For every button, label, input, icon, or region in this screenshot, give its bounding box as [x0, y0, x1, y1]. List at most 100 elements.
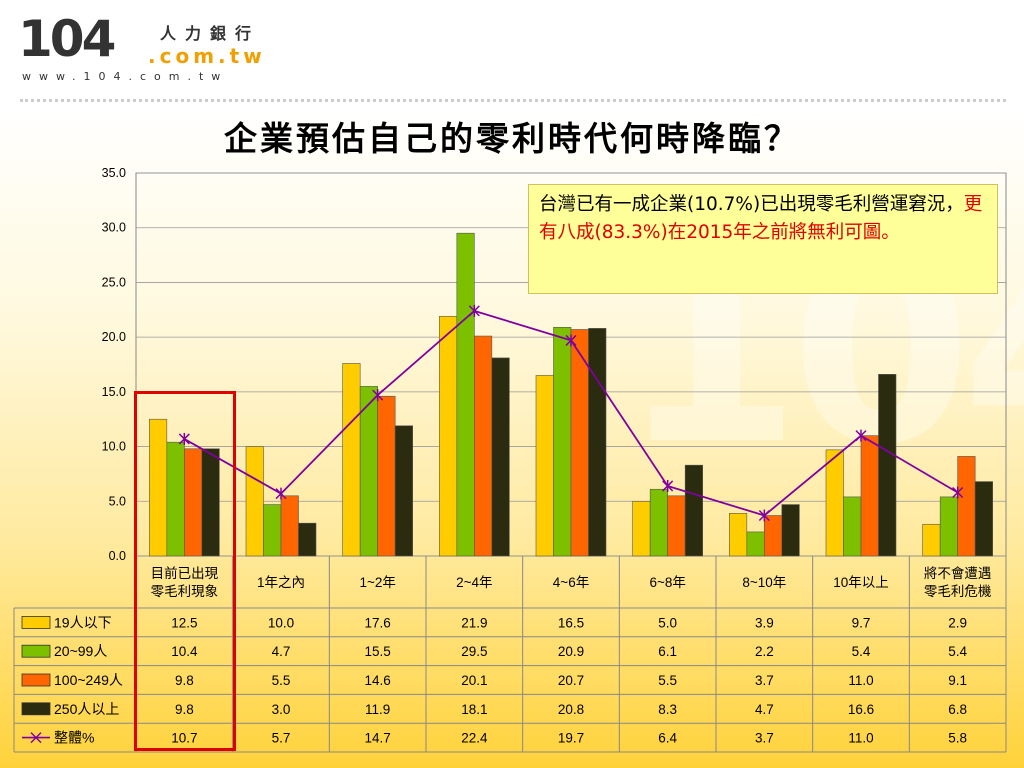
bar	[667, 495, 686, 557]
bar	[553, 326, 572, 557]
table-cell: 19.7	[558, 731, 584, 746]
table-cell: 29.5	[461, 644, 487, 659]
table-cell: 9.7	[852, 615, 871, 630]
table-cell: 4.7	[755, 702, 774, 717]
bar	[456, 232, 475, 557]
bar	[491, 357, 510, 557]
category-label: 1年之內	[257, 575, 305, 590]
table-cell: 20.1	[461, 673, 487, 688]
bar	[377, 395, 396, 557]
y-tick-label: 10.0	[102, 440, 126, 454]
bar	[825, 449, 844, 557]
legend-key	[21, 702, 51, 716]
table-cell: 16.6	[848, 702, 874, 717]
table-cell: 9.8	[175, 673, 194, 688]
bar	[359, 386, 378, 557]
legend-key	[21, 673, 51, 687]
bar	[649, 488, 668, 557]
page-title: 企業預估自己的零利時代何時降臨？	[224, 119, 800, 158]
category-label: 1~2年	[359, 575, 395, 590]
highlight-box	[134, 391, 236, 751]
callout-highlight: 更有八成(83.3%)在2015年之前將無利可圖。	[539, 194, 983, 243]
category-label: 8~10年	[742, 575, 786, 590]
line-point	[372, 389, 384, 402]
table-cell: 8.3	[658, 702, 677, 717]
legend-key	[30, 732, 42, 744]
line-point	[178, 432, 190, 445]
table-cell: 6.4	[658, 731, 677, 746]
table-cell: 3.9	[755, 615, 774, 630]
legend-label: 19人以下	[54, 614, 112, 630]
legend-label: 20~99人	[54, 643, 107, 659]
y-tick-label: 0.0	[109, 549, 126, 563]
bar	[535, 375, 554, 557]
bar	[439, 316, 458, 557]
y-tick-label: 25.0	[102, 275, 126, 289]
logo-url: www.104.com.tw	[22, 70, 229, 83]
table-cell: 20.9	[558, 644, 584, 659]
table-cell: 20.7	[558, 673, 584, 688]
legend-key	[21, 616, 51, 629]
logo-chinese: 人力銀行	[160, 24, 261, 43]
table-cell: 11.0	[848, 673, 873, 688]
legend-key	[21, 644, 51, 658]
bar	[878, 374, 897, 557]
table-cell: 2.9	[948, 615, 967, 630]
category-label: 2~4年	[456, 575, 492, 590]
line-point	[468, 304, 480, 317]
bar	[974, 481, 993, 557]
table-cell: 5.4	[852, 644, 871, 659]
table-cell: 20.8	[558, 702, 584, 717]
table-cell: 11.9	[365, 702, 390, 717]
table-cell: 18.1	[461, 702, 487, 717]
table-cell: 5.0	[658, 615, 677, 630]
table-cell: 14.7	[365, 731, 391, 746]
legend-label: 100~249人	[54, 672, 123, 688]
logo: 104 人力銀行 .com.tw www.104.com.tw	[18, 10, 262, 83]
table-cell: 15.5	[365, 644, 391, 659]
table-cell: 9.1	[948, 673, 967, 688]
table-cell: 5.5	[658, 673, 677, 688]
bar	[263, 504, 282, 557]
bar	[394, 425, 413, 557]
bar	[588, 328, 607, 557]
bar	[245, 446, 264, 557]
bar	[922, 523, 941, 557]
logo-domain: .com.tw	[148, 44, 266, 68]
table-cell: 16.5	[558, 615, 584, 630]
table-cell: 9.8	[175, 702, 194, 717]
bar	[957, 456, 976, 557]
table-cell: 6.1	[658, 644, 677, 659]
bar	[746, 531, 765, 557]
dotted-divider	[20, 99, 1006, 102]
y-tick-label: 5.0	[109, 494, 126, 508]
table-cell: 22.4	[461, 731, 488, 746]
table-cell: 10.4	[171, 644, 198, 659]
table-cell: 2.2	[755, 644, 774, 659]
table-cell: 17.6	[365, 615, 391, 630]
bar	[843, 496, 862, 557]
category-label: 6~8年	[649, 575, 685, 590]
y-tick-label: 15.0	[102, 385, 126, 399]
line-point	[565, 334, 577, 347]
y-tick-label: 30.0	[102, 221, 126, 235]
line-point	[758, 509, 770, 522]
table-cell: 3.7	[755, 731, 774, 746]
bar	[781, 504, 800, 557]
y-tick-label: 20.0	[102, 330, 126, 344]
table-cell: 5.5	[272, 673, 291, 688]
logo-number: 104	[18, 10, 116, 68]
bar	[298, 522, 317, 557]
table-cell: 5.4	[948, 644, 967, 659]
table-cell: 6.8	[948, 702, 967, 717]
table-cell: 14.6	[365, 673, 391, 688]
table-cell: 3.0	[272, 702, 291, 717]
table-cell: 3.7	[755, 673, 774, 688]
bar	[860, 435, 879, 557]
legend-label: 整體%	[54, 730, 94, 746]
line-point	[275, 487, 287, 500]
table-cell: 12.5	[171, 615, 197, 630]
bar	[474, 335, 493, 557]
bar	[939, 496, 958, 557]
